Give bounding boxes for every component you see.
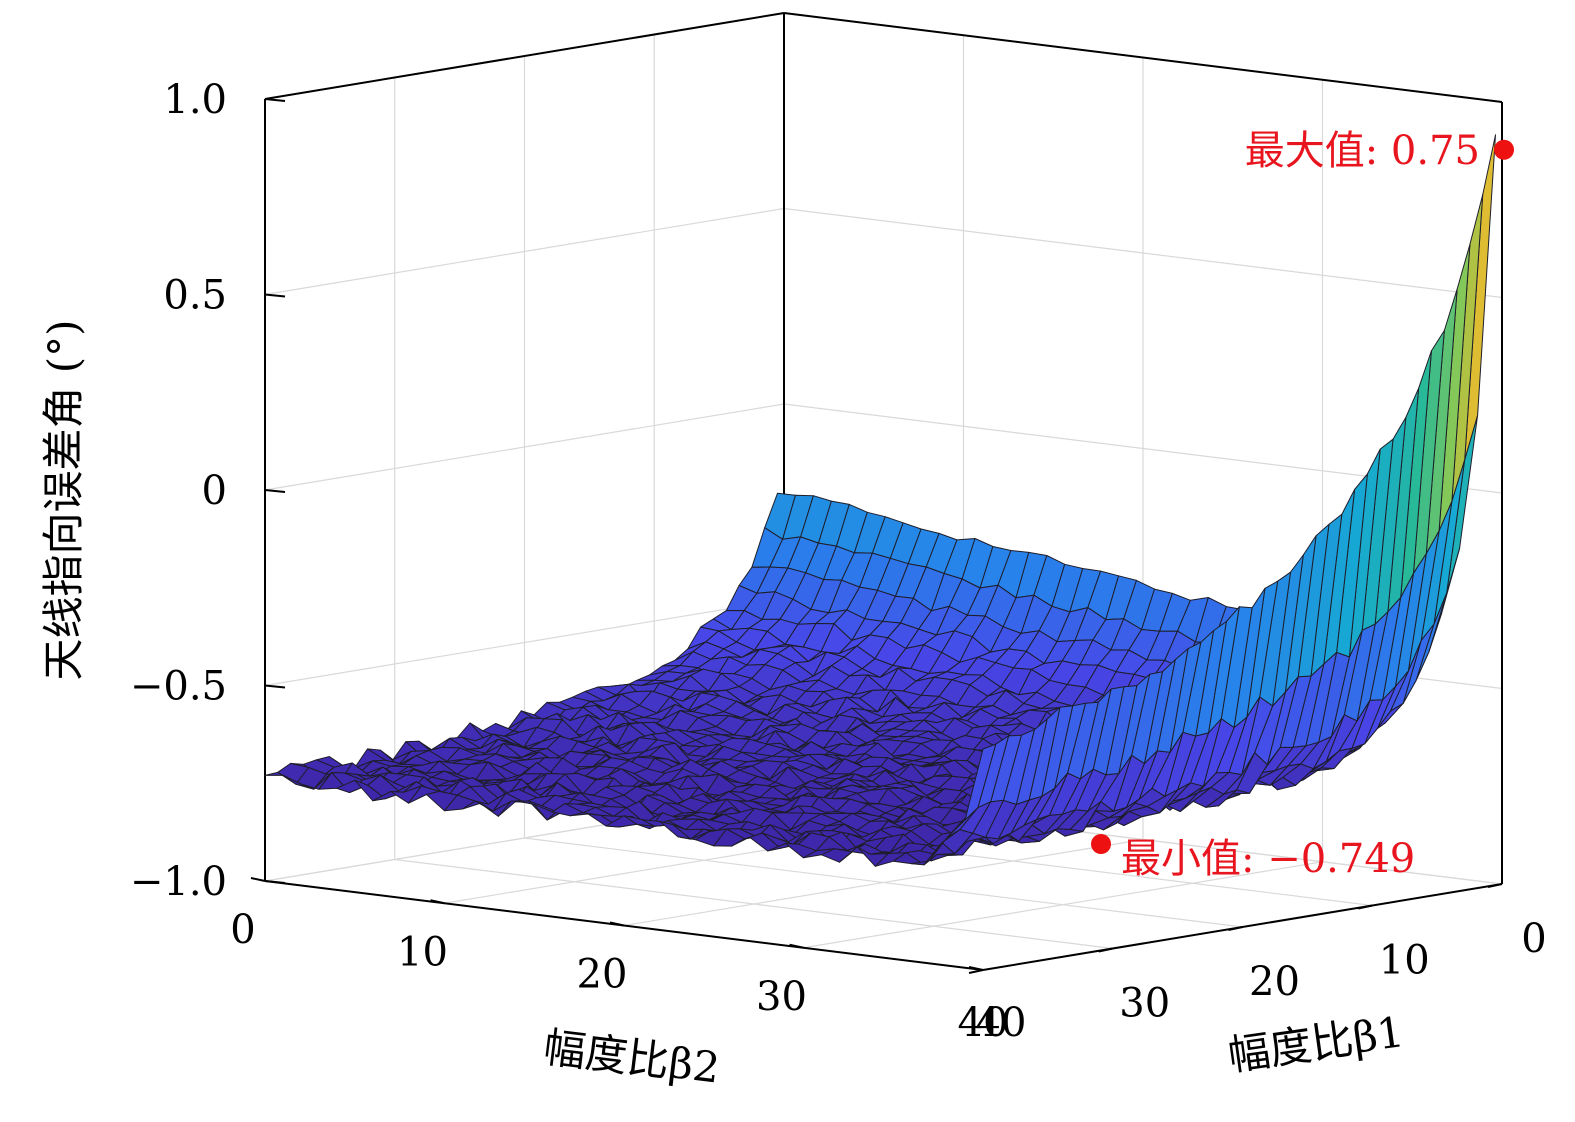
beta2-tick: [250, 877, 266, 882]
min-marker: [1091, 834, 1111, 854]
z-tick-label: 0: [202, 468, 227, 514]
beta1-tick-label: 40: [976, 1000, 1027, 1046]
beta2-tick-label: 30: [756, 974, 807, 1020]
surface-patch: [964, 743, 997, 821]
beta2-tick-label: 0: [230, 907, 255, 953]
beta1-tick: [1228, 926, 1243, 931]
beta2-tick-label: 20: [577, 952, 628, 998]
grid-line: [264, 207, 1503, 299]
beta1-tick: [1487, 883, 1503, 888]
min-annotation: 最小值: −0.749: [1121, 836, 1415, 882]
annotations: 最大值: 0.75 最小值: −0.749: [1091, 128, 1514, 882]
z-tick: [264, 489, 286, 493]
beta1-tick-label: 0: [1521, 916, 1546, 962]
beta2-tick: [789, 943, 804, 949]
beta1-tick-label: 20: [1249, 959, 1300, 1005]
z-axis-label: 天线指向误差角 (°): [39, 319, 88, 680]
z-tick: [264, 293, 286, 298]
beta2-tick: [609, 921, 625, 927]
z-tick-label: −0.5: [130, 664, 227, 710]
beta2-tick-label: 40: [958, 1000, 1009, 1046]
beta1-tick-label: 30: [1119, 981, 1170, 1027]
grid-line: [524, 837, 1243, 928]
ticks: 0 10 20 30 40 0 10 20 30 40 −1.0 −0.5 0 0.5 1.0: [130, 77, 1547, 1046]
beta1-tick: [1358, 904, 1373, 910]
surface: [264, 134, 1496, 867]
top-edge-right: [783, 12, 1503, 103]
beta2-tick-label: 10: [397, 929, 448, 975]
beta1-axis-label: 幅度比β1: [1225, 1007, 1407, 1080]
max-annotation: 最大值: 0.75: [1245, 128, 1480, 174]
z-tick-label: 1.0: [163, 77, 227, 123]
z-tick: [264, 880, 286, 884]
grid-line: [264, 403, 1503, 494]
max-marker: [1494, 139, 1514, 160]
grid-line: [394, 858, 1113, 950]
z-tick: [264, 98, 286, 102]
z-tick-label: −1.0: [130, 859, 227, 905]
grid-line: [803, 861, 1323, 949]
beta2-axis-label: 幅度比β2: [541, 1023, 723, 1093]
beta2-tick: [430, 899, 445, 905]
z-tick-label: 0.5: [163, 273, 227, 319]
beta1-tick: [1098, 947, 1113, 953]
beta1-tick-label: 10: [1379, 938, 1430, 984]
top-edge-left: [264, 12, 785, 100]
beta1-tick: [968, 969, 984, 974]
grid-line: [264, 12, 1503, 103]
z-tick: [264, 684, 286, 689]
